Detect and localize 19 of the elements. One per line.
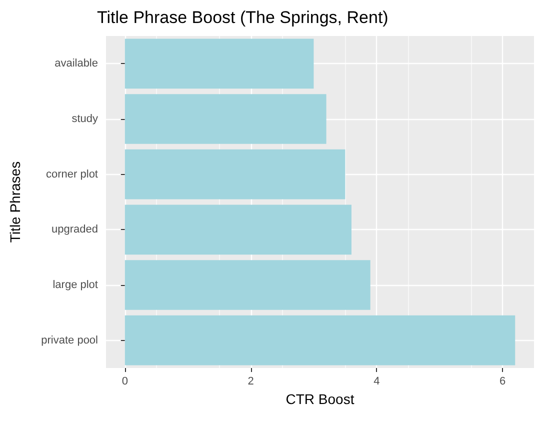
bar xyxy=(124,260,370,310)
x-tick-label: 2 xyxy=(248,376,254,388)
y-tick-label: large plot xyxy=(52,279,98,291)
y-tick-label: available xyxy=(54,58,98,70)
bar xyxy=(124,38,314,89)
y-tick-label: corner plot xyxy=(46,168,98,180)
x-axis-title: CTR Boost xyxy=(286,391,354,407)
chart-title: Title Phrase Boost (The Springs, Rent) xyxy=(97,8,388,27)
bar xyxy=(124,94,326,144)
y-tick-label: upgraded xyxy=(52,224,98,236)
bar xyxy=(124,204,352,255)
bar xyxy=(124,315,516,366)
bar xyxy=(124,149,346,200)
x-tick-label: 0 xyxy=(122,376,128,388)
x-tick-label: 6 xyxy=(499,376,506,388)
y-tick-label: study xyxy=(72,113,98,125)
y-tick-label: private pool xyxy=(41,334,98,346)
y-axis-title: Title Phrases xyxy=(7,161,23,243)
x-tick-label: 4 xyxy=(374,376,380,388)
